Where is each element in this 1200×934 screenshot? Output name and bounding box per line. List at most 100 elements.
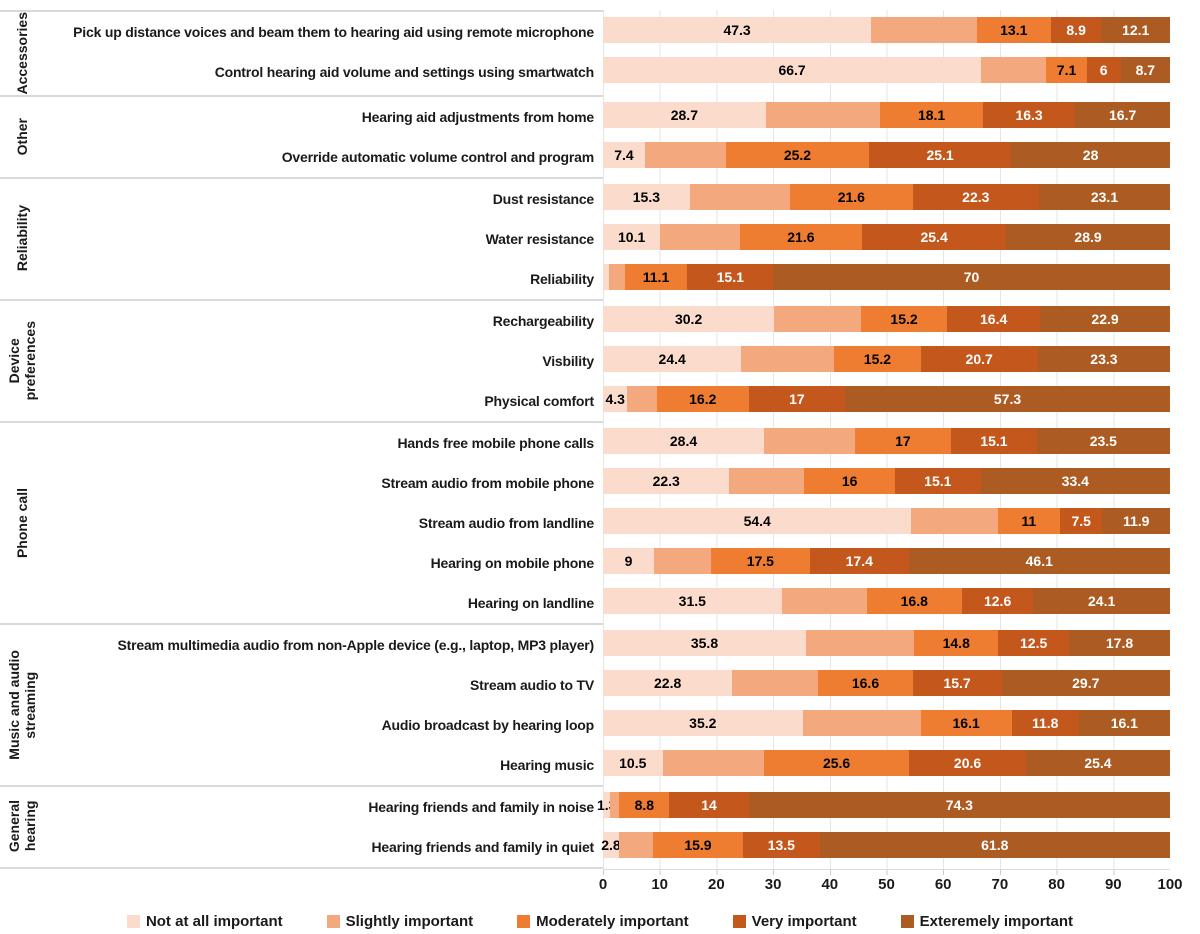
bar-segment: 1.3 [597,791,616,818]
row-label: Dust resistance [492,190,594,207]
bar-segment: 16.6 [818,669,913,696]
bar-row: 22.3 16 15.1 33.4 [603,461,1170,501]
bar-segment: 28.7 [603,101,766,128]
bar-row: 31.5 16.8 12.6 24.1 [603,581,1170,621]
segment-value: 22.8 [654,674,682,691]
legend-swatch-icon [900,914,914,928]
bar-segment: 4.3 [603,385,628,412]
bar-segment: 20.7 [920,345,1038,372]
segment-value: 23.1 [1090,188,1119,205]
stacked-bar: 54.4 11 7.5 11.9 [603,507,1170,534]
bar-segment: 13.1 [976,17,1051,43]
segment-value: 17 [789,390,805,407]
x-axis-tick-label: 10 [651,875,669,893]
stacked-bar: 66.7 7.1 6 8.7 [603,57,1170,83]
group-bars: 35.8 14.8 12.5 17.8 22.8 16.6 15.7 29.7 35.2 16.1… [603,622,1170,785]
bar-segment: 28.4 [603,427,765,454]
chart-group: Music and audio streaming Stream multimed… [0,622,1200,785]
bar-segment: 20.6 [909,749,1026,776]
segment-value: 20.7 [965,350,993,367]
bar-segment: 15.3 [603,183,690,210]
stacked-bar: 30.2 15.2 16.4 22.9 [603,305,1170,332]
bar-segment: 21.6 [739,223,863,250]
group-left: Device preferences Rechargeability Visbili… [0,298,603,421]
bar-segment: 16.3 [982,101,1076,128]
segment-value: 25.1 [926,146,954,163]
legend-swatch-icon [517,914,531,928]
row-label: Reliability [530,270,594,287]
bar-segment: 8.8 [619,791,670,818]
bar-segment: 15.1 [687,263,774,290]
bar-row: 22.8 16.6 15.7 29.7 [603,663,1170,703]
segment-value: 16.1 [1110,714,1138,731]
bar-segment [608,263,625,290]
segment-value: 70 [963,268,980,285]
group-label: General hearing [6,800,39,853]
bar-segment: 25.2 [726,141,869,168]
bar-segment [911,507,998,534]
segment-value: 12.5 [1020,634,1048,651]
x-axis-tick-label: 60 [934,875,952,893]
segment-value: 24.4 [658,350,686,367]
group-label: Phone call [14,487,31,558]
bar-row: 66.7 7.1 6 8.7 [603,50,1170,90]
bar-row: 30.2 15.2 16.4 22.9 [603,299,1170,339]
segment-value: 9 [624,552,633,569]
group-left: Other Hearing aid adjustments from home Ov… [0,94,603,177]
bar-segment [729,467,805,494]
stacked-bar: 28.7 18.1 16.3 16.7 [603,101,1170,128]
segment-value: 16.8 [900,592,928,609]
bar-segment [660,223,740,250]
group-label-cell: Accessories [0,12,45,95]
row-label: Control hearing aid volume and settings … [214,64,595,80]
bar-segment: 22.9 [1040,305,1170,332]
row-label: Stream audio from landline [418,514,594,531]
legend-item: Slightly important [326,913,473,930]
bar-segment: 11.1 [624,263,688,290]
segment-value: 10.5 [619,754,647,771]
segment-value: 15.3 [632,188,660,205]
row-label: Pick up distance voices and beam them to… [73,24,594,40]
segment-value: 17.8 [1105,634,1134,651]
chart-group: Reliability Dust resistance Water resistan… [0,176,1200,299]
group-label: Reliability [14,205,31,272]
bar-row: 28.4 17 15.1 23.5 [603,421,1170,461]
bar-segment: 11 [997,507,1060,534]
segment-value: 66.7 [778,62,806,78]
x-axis-tick-label: 20 [708,875,725,893]
bar-segment: 8.9 [1050,17,1102,43]
bar-segment: 16.2 [656,385,749,412]
segment-value: 61.8 [981,836,1009,853]
bar-segment: 14.8 [914,629,999,656]
bar-segment: 25.6 [764,749,910,776]
row-label: Hands free mobile phone calls [397,434,595,451]
bar-segment [805,629,915,656]
bar-segment: 18.1 [880,101,983,128]
group-label-cell: Other [0,97,45,177]
group-left: Accessories Pick up distance voices and b… [0,10,603,95]
x-axis-tick-label: 40 [821,875,839,893]
group-label: Accessories [14,12,31,95]
bar-row: 2.8 15.9 13.5 61.8 [601,825,1170,865]
segment-value: 28 [1082,146,1099,163]
bar-segment: 16.1 [1078,709,1170,736]
bar-segment: 16.1 [920,709,1012,736]
segment-value: 8.7 [1135,62,1156,78]
bar-segment [654,547,711,574]
bar-segment: 70 [773,263,1170,290]
segment-value: 15.2 [890,310,918,327]
group-label-cell: Device preferences [0,301,45,421]
bar-segment: 33.4 [980,467,1170,494]
group-bars: 15.3 21.6 22.3 23.1 10.1 21.6 25.4 28.9 11.1 15.1… [603,176,1170,299]
bar-segment: 46.1 [908,547,1170,574]
x-axis-tick-label: 70 [991,875,1009,893]
group-left: Music and audio streaming Stream multimed… [0,622,603,785]
legend-item: Moderately important [517,913,689,930]
segment-value: 8.8 [634,796,655,813]
bar-row: 47.3 13.1 8.9 12.1 [603,10,1170,50]
stacked-bar: 10.1 21.6 25.4 28.9 [603,223,1170,250]
segment-value: 16.6 [851,674,880,691]
bar-segment: 17.8 [1069,629,1170,656]
segment-value: 21.6 [837,188,865,205]
